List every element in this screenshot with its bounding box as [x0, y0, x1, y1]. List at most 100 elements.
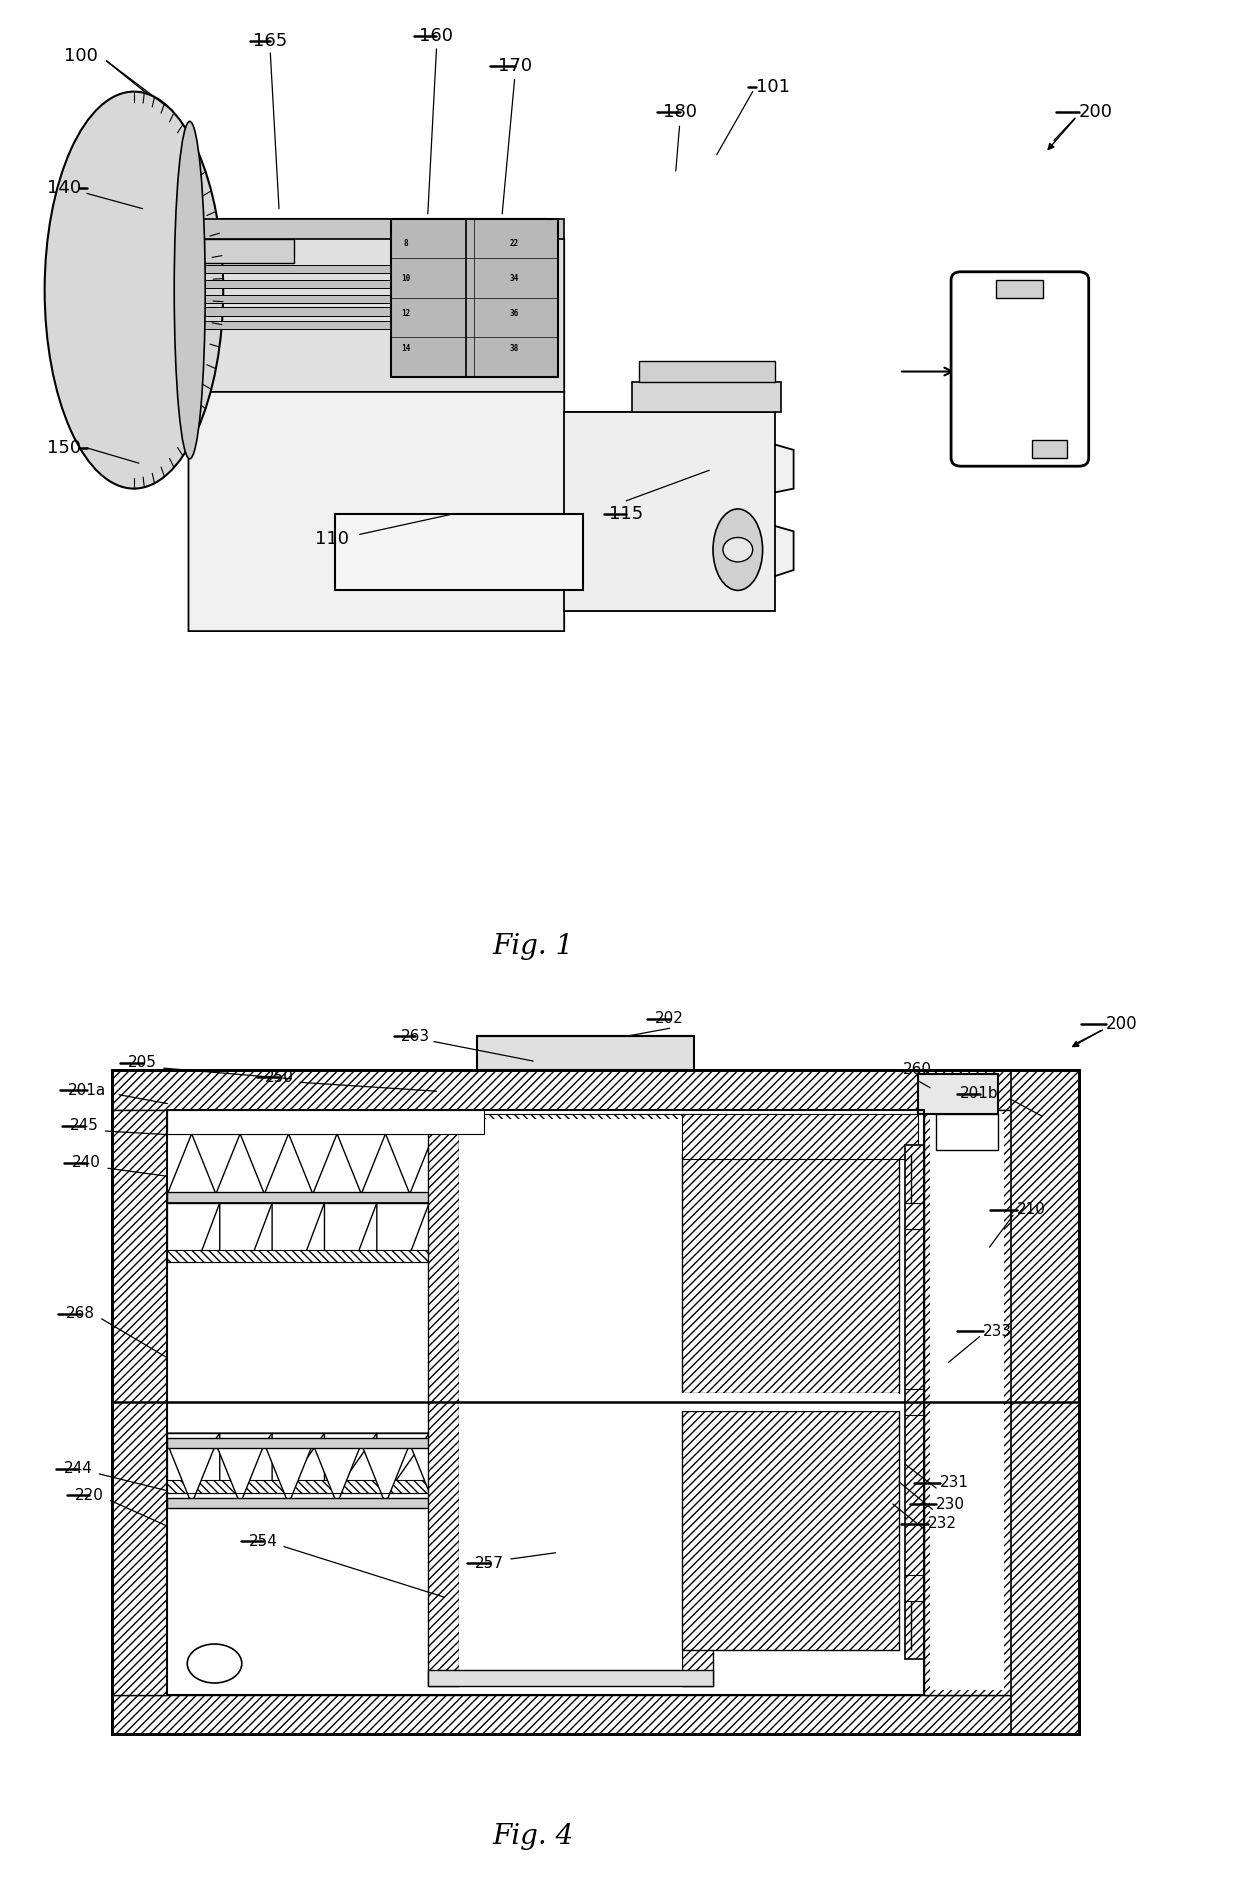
Polygon shape: [377, 1433, 429, 1482]
Text: 232: 232: [928, 1516, 956, 1531]
Polygon shape: [604, 1133, 652, 1193]
Polygon shape: [112, 1695, 1079, 1734]
Polygon shape: [167, 1444, 216, 1504]
Text: 245: 245: [69, 1118, 99, 1133]
Polygon shape: [481, 1433, 534, 1482]
Text: 202: 202: [655, 1010, 684, 1025]
Bar: [639, 362, 775, 381]
Polygon shape: [325, 1433, 377, 1482]
Text: 8: 8: [403, 239, 408, 249]
Text: 240: 240: [72, 1156, 102, 1171]
Bar: [1011, 1071, 1079, 1734]
Bar: [459, 1118, 682, 1685]
Text: 38: 38: [510, 345, 520, 352]
Text: 150: 150: [47, 439, 82, 456]
Bar: [167, 1110, 924, 1695]
Polygon shape: [409, 1133, 459, 1193]
Bar: [335, 515, 583, 590]
Bar: [930, 1114, 1004, 1691]
Text: 165: 165: [253, 32, 288, 49]
Polygon shape: [459, 1444, 507, 1504]
Polygon shape: [377, 1203, 429, 1252]
Bar: [936, 1114, 998, 1150]
Polygon shape: [507, 1444, 556, 1504]
Bar: [167, 1480, 639, 1493]
Bar: [167, 1110, 484, 1133]
Text: 254: 254: [248, 1534, 278, 1549]
Text: 10: 10: [401, 275, 410, 283]
Text: 233: 233: [983, 1323, 1012, 1338]
Text: 12: 12: [401, 309, 410, 319]
Text: 244: 244: [63, 1461, 93, 1476]
Bar: [188, 296, 548, 303]
Bar: [167, 1250, 639, 1263]
Text: 101: 101: [756, 77, 790, 96]
Bar: [1032, 439, 1066, 458]
Text: 36: 36: [510, 309, 520, 319]
Bar: [188, 239, 294, 262]
Bar: [188, 281, 548, 288]
Bar: [632, 381, 781, 413]
Text: 170: 170: [497, 57, 532, 75]
Polygon shape: [219, 1203, 272, 1252]
Text: 230: 230: [936, 1497, 965, 1512]
Polygon shape: [652, 1133, 701, 1193]
Polygon shape: [409, 1444, 459, 1504]
Polygon shape: [459, 1133, 507, 1193]
Polygon shape: [325, 1203, 377, 1252]
Polygon shape: [312, 1133, 361, 1193]
Bar: [188, 307, 548, 315]
Bar: [188, 320, 548, 328]
Text: 140: 140: [47, 179, 82, 198]
Polygon shape: [587, 1203, 639, 1252]
Polygon shape: [264, 1444, 312, 1504]
Bar: [682, 1393, 899, 1412]
Polygon shape: [216, 1133, 264, 1193]
Polygon shape: [112, 1071, 1079, 1110]
Polygon shape: [507, 1133, 556, 1193]
Text: 180: 180: [662, 104, 697, 121]
Bar: [997, 279, 1044, 298]
Text: 201b: 201b: [960, 1086, 999, 1101]
Polygon shape: [361, 1133, 409, 1193]
Polygon shape: [604, 1444, 652, 1504]
Text: 201a: 201a: [68, 1082, 105, 1097]
Bar: [905, 1146, 924, 1659]
Polygon shape: [556, 1444, 604, 1504]
Text: 200: 200: [1079, 104, 1112, 121]
Text: 205: 205: [128, 1056, 157, 1071]
Text: 210: 210: [1017, 1203, 1045, 1218]
Polygon shape: [188, 392, 794, 631]
Ellipse shape: [713, 509, 763, 590]
Text: 220: 220: [74, 1487, 104, 1502]
Polygon shape: [556, 1133, 604, 1193]
Bar: [167, 1191, 701, 1203]
Polygon shape: [272, 1433, 325, 1482]
Polygon shape: [112, 1110, 167, 1695]
Polygon shape: [429, 1203, 481, 1252]
Text: 231: 231: [940, 1476, 968, 1491]
Text: 115: 115: [609, 505, 644, 522]
Bar: [428, 1118, 459, 1685]
Circle shape: [723, 537, 753, 562]
Polygon shape: [682, 1412, 899, 1649]
Circle shape: [187, 1644, 242, 1683]
Bar: [391, 219, 558, 377]
Polygon shape: [652, 1444, 701, 1504]
Ellipse shape: [45, 92, 223, 488]
Polygon shape: [429, 1433, 481, 1482]
Text: 260: 260: [903, 1063, 932, 1078]
Polygon shape: [534, 1433, 587, 1482]
Polygon shape: [167, 1203, 219, 1252]
Ellipse shape: [174, 121, 206, 458]
Text: 22: 22: [510, 239, 520, 249]
Polygon shape: [216, 1444, 264, 1504]
Bar: [924, 1110, 1079, 1695]
Text: 160: 160: [419, 26, 454, 45]
Bar: [188, 219, 564, 239]
Bar: [167, 1499, 701, 1508]
Polygon shape: [312, 1444, 361, 1504]
Text: 110: 110: [315, 530, 350, 549]
Bar: [682, 1118, 713, 1685]
Bar: [477, 1037, 694, 1071]
